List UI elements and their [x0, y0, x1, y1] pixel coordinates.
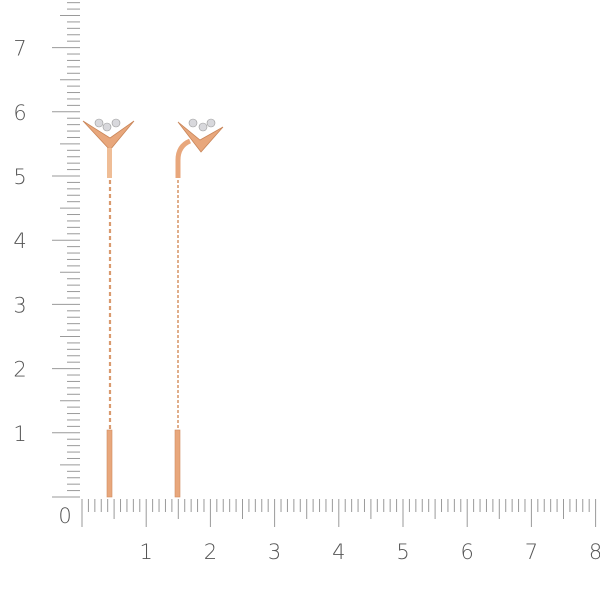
- diamond-stone: [198, 122, 208, 132]
- ruler-label-y: 4: [13, 229, 26, 253]
- earring-left: [82, 118, 135, 498]
- ruler-label-y: 3: [13, 293, 26, 317]
- horizontal-ruler-labels: 1 2 3 4 5 6 7 8: [140, 540, 600, 564]
- horizontal-ruler: [81, 499, 597, 527]
- diamond-stone: [206, 118, 216, 128]
- diamond-stone: [188, 118, 198, 128]
- v-shape-setting: [82, 120, 135, 151]
- ruler-label-y: 2: [13, 358, 26, 382]
- ruler-label-x: 6: [461, 540, 474, 564]
- ruler-label-y: 6: [13, 101, 26, 125]
- ruler-label-x: 1: [140, 540, 153, 564]
- ruler-label-x: 2: [204, 540, 217, 564]
- ruler-label-y: 1: [13, 422, 26, 446]
- ruler-label-x: 3: [268, 540, 281, 564]
- diamond-stone: [94, 118, 104, 128]
- post: [107, 148, 112, 178]
- ruler-label-x: 7: [525, 540, 538, 564]
- ruler-origin-label: 0: [58, 504, 71, 528]
- ruler-label-x: 8: [589, 540, 600, 564]
- vertical-ruler: [52, 2, 80, 498]
- bar-end: [106, 429, 113, 498]
- diamond-stone: [102, 122, 112, 132]
- diamond-stone: [111, 118, 121, 128]
- ruler-label-x: 4: [332, 540, 345, 564]
- ruler-label-y: 7: [13, 37, 26, 61]
- v-shape-setting: [177, 121, 224, 153]
- bar-end: [174, 429, 181, 498]
- vertical-ruler-labels: 1 2 3 4 5 6 7: [13, 37, 26, 446]
- ruler-label-x: 5: [396, 540, 409, 564]
- ruler-label-y: 5: [13, 165, 26, 189]
- earring-right: [174, 118, 224, 498]
- post: [175, 138, 192, 178]
